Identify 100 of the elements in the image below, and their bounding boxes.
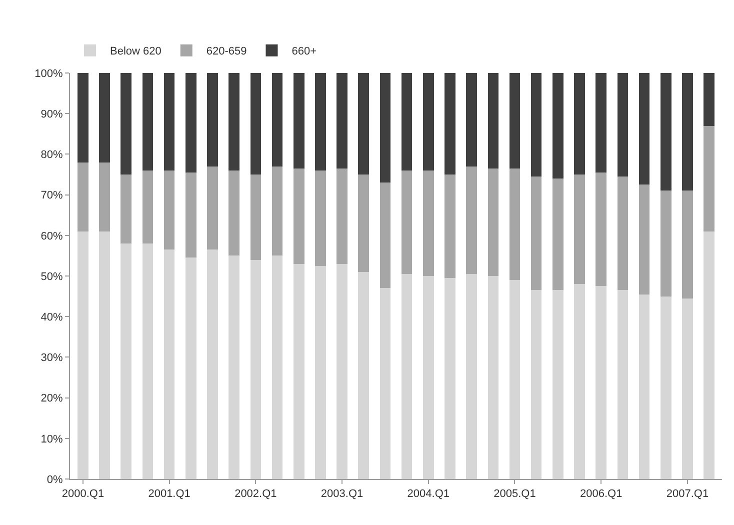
- bar: [617, 290, 628, 479]
- bar: [272, 73, 283, 166]
- bar: [228, 73, 240, 170]
- y-tick-label: 0%: [46, 474, 64, 486]
- bar: [530, 290, 542, 479]
- y-tick-label: 30%: [40, 352, 64, 364]
- bar: [509, 73, 520, 168]
- bar: [466, 166, 477, 274]
- bar: [315, 73, 326, 170]
- bar: [99, 162, 110, 232]
- bar: [488, 168, 499, 276]
- bar: [142, 73, 154, 170]
- bar: [315, 170, 326, 266]
- bar: [380, 73, 391, 183]
- y-tick-label: 10%: [40, 433, 64, 446]
- bar: [509, 168, 520, 280]
- bar: [444, 278, 456, 479]
- bar: [336, 73, 348, 168]
- bar: [660, 190, 672, 296]
- bar: [466, 274, 477, 479]
- bar: [99, 73, 110, 162]
- bar: [617, 73, 628, 177]
- bar: [401, 170, 412, 274]
- bar: [704, 231, 714, 479]
- x-tick-label: 2005.Q1: [494, 488, 536, 500]
- bar: [250, 73, 262, 174]
- bar: [638, 184, 650, 294]
- bar: [228, 170, 240, 256]
- bar: [488, 276, 499, 479]
- bar: [682, 298, 693, 479]
- bar: [78, 231, 88, 479]
- bar: [552, 178, 564, 290]
- y-tick-label: 70%: [40, 190, 64, 202]
- y-tick-label: 40%: [40, 311, 64, 324]
- bar: [422, 73, 434, 170]
- bar: [682, 190, 693, 298]
- bar: [638, 73, 650, 185]
- bar: [466, 73, 477, 166]
- legend-label: 620-659: [206, 46, 247, 58]
- bar: [293, 264, 304, 479]
- bar: [207, 73, 218, 166]
- y-tick-label: 50%: [40, 270, 64, 283]
- bar: [358, 73, 370, 174]
- legend-label: Below 620: [110, 46, 162, 58]
- y-tick-label: 100%: [34, 68, 64, 80]
- bar: [422, 276, 434, 479]
- x-tick-label: 2003.Q1: [320, 488, 364, 500]
- bar: [574, 174, 585, 284]
- bar: [358, 272, 370, 479]
- bar: [530, 176, 542, 290]
- bar: [530, 73, 542, 177]
- y-tick-label: 80%: [40, 149, 64, 162]
- bar: [574, 73, 585, 174]
- x-tick-label: 2007.Q1: [666, 488, 709, 500]
- bar: [142, 244, 154, 479]
- bar: [422, 170, 434, 276]
- bar: [99, 231, 110, 479]
- bar: [186, 258, 196, 479]
- y-tick-label: 90%: [40, 108, 64, 120]
- bar: [660, 73, 672, 191]
- bar: [78, 162, 88, 232]
- bar: [228, 256, 240, 479]
- y-tick-label: 60%: [40, 230, 64, 242]
- x-tick-label: 2004.Q1: [407, 488, 450, 500]
- bar: [293, 168, 304, 264]
- x-tick-label: 2000.Q1: [62, 488, 104, 500]
- bar: [596, 286, 606, 479]
- bar: [120, 73, 132, 174]
- bar: [164, 73, 175, 170]
- bar: [164, 170, 175, 250]
- bar: [186, 172, 196, 258]
- bar: [142, 170, 154, 244]
- bar: [596, 172, 606, 286]
- bar: [704, 126, 714, 232]
- bar: [250, 174, 262, 260]
- bar: [380, 288, 391, 479]
- bar: [444, 174, 456, 278]
- y-tick-label: 20%: [40, 392, 64, 405]
- x-tick-label: 2001.Q1: [148, 488, 190, 500]
- bar: [401, 274, 412, 479]
- bar: [638, 294, 650, 479]
- bar: [293, 73, 304, 168]
- bar: [488, 73, 499, 168]
- bar: [207, 250, 218, 479]
- bar: [207, 166, 218, 250]
- bar: [315, 266, 326, 479]
- x-tick-label: 2006.Q1: [580, 488, 622, 500]
- bar: [78, 73, 88, 162]
- bar: [272, 256, 283, 479]
- bar: [380, 182, 391, 288]
- bar: [164, 250, 175, 479]
- bar: [272, 166, 283, 256]
- bar: [617, 176, 628, 290]
- bar: [596, 73, 606, 172]
- bar: [509, 280, 520, 479]
- x-tick-label: 2002.Q1: [234, 488, 277, 500]
- bar: [682, 73, 693, 191]
- bar: [186, 73, 196, 172]
- bar: [120, 244, 132, 479]
- bar: [250, 260, 262, 479]
